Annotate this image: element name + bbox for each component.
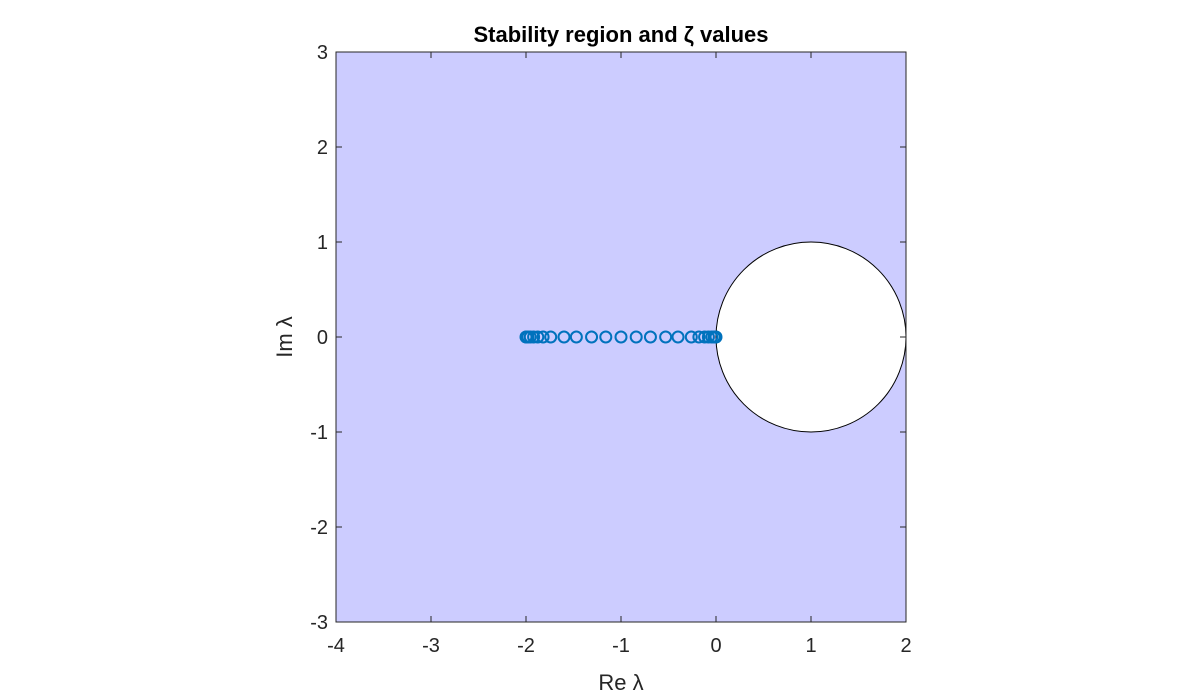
zeta-point — [709, 330, 723, 344]
y-tick-label: 2 — [317, 137, 328, 159]
zeta-point — [536, 330, 550, 344]
zeta-point — [614, 330, 628, 344]
zeta-point — [643, 330, 657, 344]
zeta-point — [557, 330, 571, 344]
y-tick-label: -3 — [310, 612, 328, 634]
y-tick-label: -2 — [310, 517, 328, 539]
zeta-point — [585, 330, 599, 344]
y-tick-label: 1 — [317, 232, 328, 254]
plot-area — [335, 51, 907, 623]
zeta-point — [531, 330, 545, 344]
zeta-point — [527, 330, 541, 344]
x-axis-label: Re λ — [598, 670, 643, 695]
zeta-point — [629, 330, 643, 344]
x-tick-label: -2 — [517, 635, 535, 657]
zeta-point — [659, 330, 673, 344]
x-tick-label: 0 — [710, 635, 721, 657]
zeta-point — [569, 330, 583, 344]
zeta-point — [684, 330, 698, 344]
zeta-point — [599, 330, 613, 344]
y-tick-label: -1 — [310, 422, 328, 444]
x-tick-label: -1 — [612, 635, 630, 657]
x-tick-label: -3 — [422, 635, 440, 657]
x-tick-label: -4 — [327, 635, 345, 657]
zeta-point — [671, 330, 685, 344]
chart-title: Stability region and ζ values — [474, 22, 769, 47]
zeta-point — [692, 330, 706, 344]
y-axis-label: Im λ — [272, 316, 297, 358]
x-tick-label: 2 — [900, 635, 911, 657]
x-tick-label: 1 — [805, 635, 816, 657]
zeta-point — [544, 330, 558, 344]
unstable-disk — [715, 241, 907, 433]
y-tick-label: 3 — [317, 42, 328, 64]
y-tick-label: 0 — [317, 327, 328, 349]
